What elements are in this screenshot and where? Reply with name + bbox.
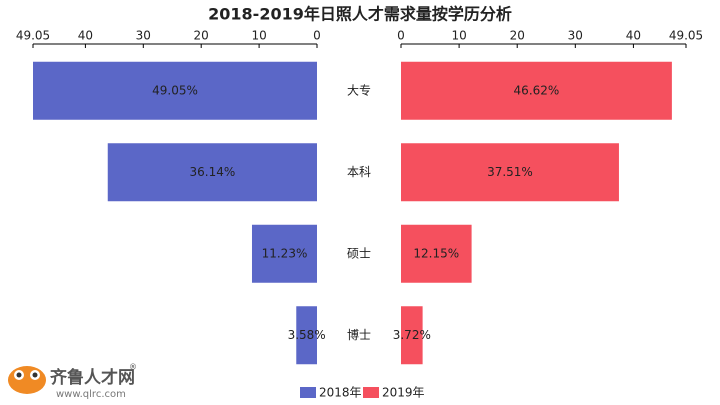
bar	[33, 61, 317, 120]
x-tick-label: 10	[451, 29, 466, 43]
x-tick-label: 49.05	[16, 29, 50, 43]
x-tick-label: 20	[510, 29, 525, 43]
category-label: 硕士	[347, 246, 371, 260]
x-tick-label: 40	[626, 29, 641, 43]
value-label: 46.62%	[514, 83, 560, 97]
bar	[251, 224, 317, 283]
legend-swatch	[300, 387, 316, 398]
bar	[401, 143, 619, 202]
x-tick-label: 30	[136, 29, 151, 43]
legend-label: 2018年	[319, 386, 362, 400]
value-label: 3.72%	[393, 328, 431, 342]
logo-name: 齐鲁人才网	[50, 367, 135, 388]
category-label: 大专	[347, 82, 371, 97]
x-tick-label: 40	[78, 29, 93, 43]
value-label: 36.14%	[189, 165, 235, 179]
bar	[296, 306, 317, 365]
value-label: 37.51%	[487, 165, 533, 179]
x-tick-label: 10	[251, 29, 266, 43]
value-label: 12.15%	[413, 246, 459, 260]
bar	[107, 143, 318, 202]
value-label: 3.58%	[288, 328, 326, 342]
x-tick-label: 49.05	[669, 29, 703, 43]
legend-label: 2019年	[382, 386, 425, 400]
logo-icon	[8, 366, 46, 394]
bar	[401, 224, 472, 283]
category-label: 本科	[347, 165, 371, 179]
value-label: 49.05%	[152, 83, 198, 97]
x-tick-label: 0	[397, 29, 405, 43]
x-tick-label: 20	[194, 29, 209, 43]
bar	[401, 306, 423, 365]
legend-swatch	[363, 387, 379, 398]
value-label: 11.23%	[262, 246, 308, 260]
logo-url: www.qlrc.com	[56, 389, 126, 400]
category-label: 博士	[347, 327, 371, 342]
bar	[401, 61, 672, 120]
x-tick-label: 0	[313, 29, 321, 43]
logo-mark: ®	[129, 363, 137, 372]
x-tick-label: 30	[568, 29, 583, 43]
chart-title: 2018-2019年日照人才需求量按学历分析	[208, 5, 512, 24]
